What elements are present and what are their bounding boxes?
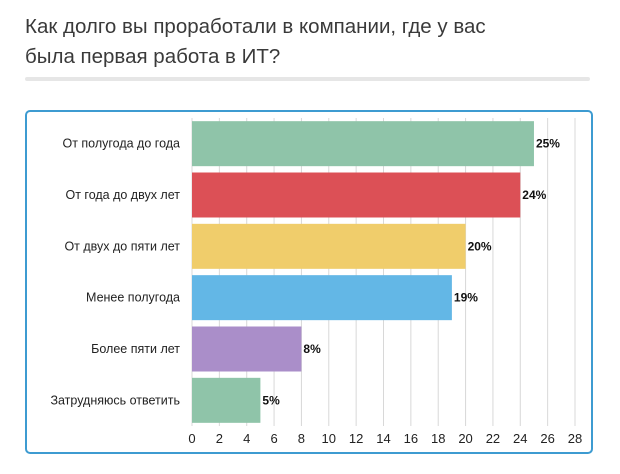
question-line-2: была первая работа в ИТ? bbox=[25, 45, 281, 68]
x-tick-label-12: 24 bbox=[513, 431, 527, 446]
x-tick-label-3: 6 bbox=[270, 431, 277, 446]
x-tick-label-14: 28 bbox=[568, 431, 582, 446]
value-label-4: 19% bbox=[454, 291, 478, 305]
x-tick-label-5: 10 bbox=[322, 431, 336, 446]
bar-1 bbox=[192, 121, 534, 167]
bar-6 bbox=[192, 377, 261, 423]
divider bbox=[25, 77, 590, 81]
category-label-6: Затрудняюсь ответить bbox=[50, 393, 180, 407]
category-label-5: Более пяти лет bbox=[91, 342, 180, 356]
x-tick-label-10: 20 bbox=[458, 431, 472, 446]
x-tick-label-1: 2 bbox=[216, 431, 223, 446]
x-tick-label-13: 26 bbox=[540, 431, 554, 446]
category-label-1: От полугода до года bbox=[62, 137, 180, 151]
x-tick-label-0: 0 bbox=[188, 431, 195, 446]
value-label-3: 20% bbox=[468, 239, 492, 253]
survey-question: Как долго вы проработали в компании, где… bbox=[25, 12, 595, 72]
value-label-5: 8% bbox=[303, 342, 321, 356]
value-label-6: 5% bbox=[262, 393, 280, 407]
value-label-1: 25% bbox=[536, 137, 560, 151]
x-tick-label-9: 18 bbox=[431, 431, 445, 446]
question-line-1: Как долго вы проработали в компании, где… bbox=[25, 15, 486, 38]
bar-2 bbox=[192, 172, 521, 218]
bar-4 bbox=[192, 275, 452, 321]
category-label-2: От года до двух лет bbox=[65, 188, 180, 202]
value-label-2: 24% bbox=[522, 188, 546, 202]
x-tick-label-11: 22 bbox=[486, 431, 500, 446]
bar-3 bbox=[192, 223, 466, 269]
x-tick-label-7: 14 bbox=[376, 431, 390, 446]
x-tick-label-2: 4 bbox=[243, 431, 250, 446]
category-label-4: Менее полугода bbox=[86, 291, 180, 305]
category-label-3: От двух до пяти лет bbox=[64, 239, 180, 253]
bar-5 bbox=[192, 326, 302, 372]
x-tick-label-4: 8 bbox=[298, 431, 305, 446]
x-tick-label-6: 12 bbox=[349, 431, 363, 446]
x-tick-label-8: 16 bbox=[404, 431, 418, 446]
